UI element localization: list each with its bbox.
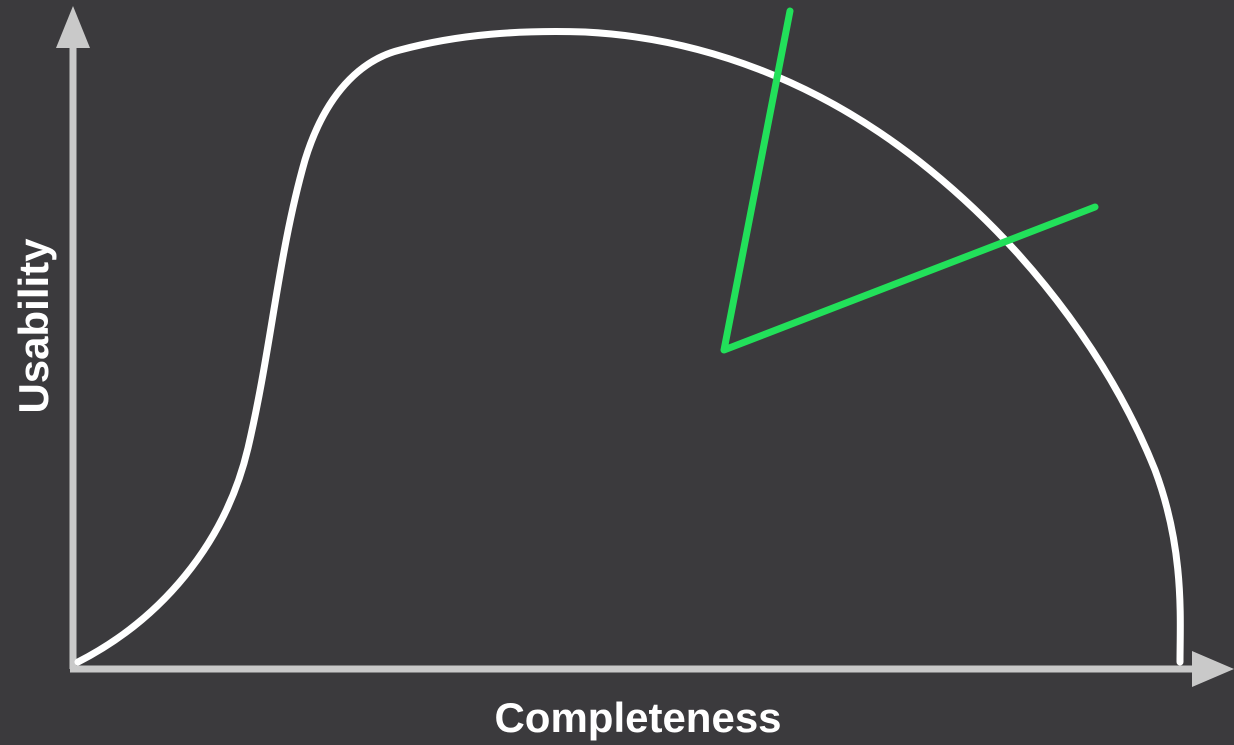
- x-axis-label: Completeness: [494, 694, 782, 741]
- up-arrow-icon: [56, 6, 90, 48]
- angle-marker: [720, 7, 1099, 354]
- usability-curve: [74, 28, 1184, 666]
- y-axis-label: Usability: [10, 238, 57, 414]
- right-arrow-icon: [1192, 651, 1234, 687]
